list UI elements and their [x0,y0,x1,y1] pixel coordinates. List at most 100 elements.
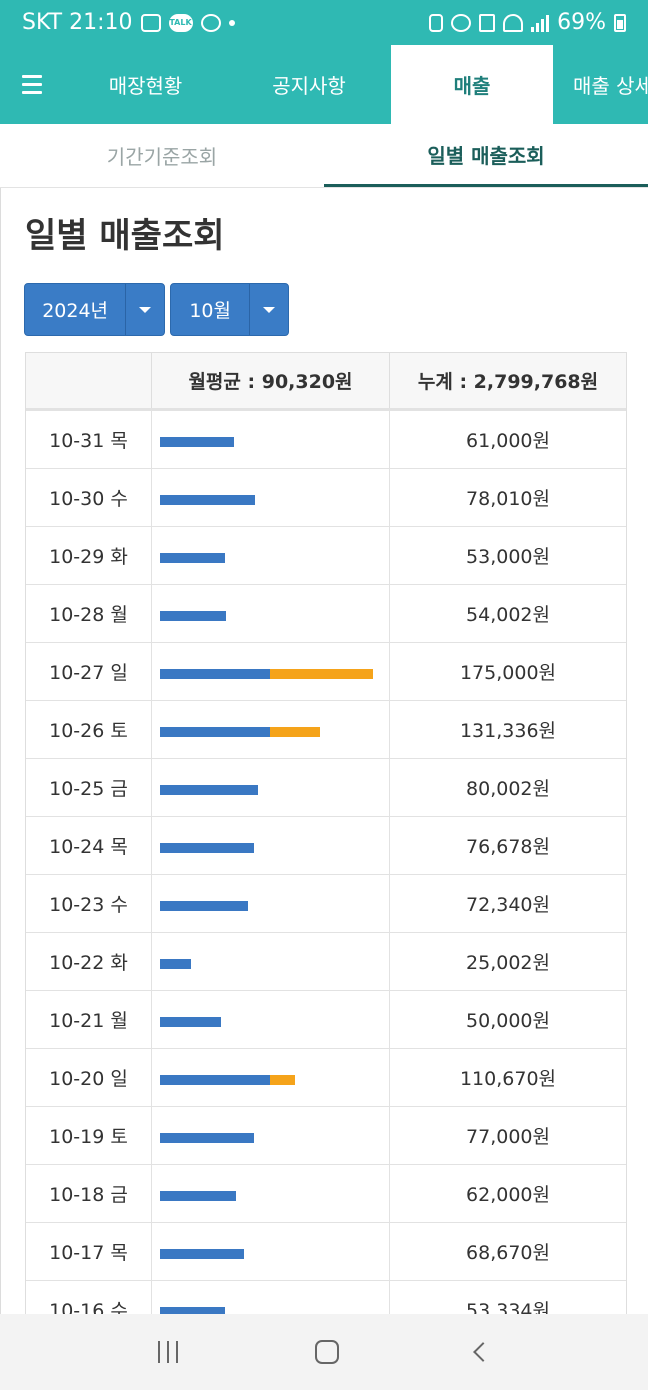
row-date: 10-16 수 [26,1281,152,1314]
header-total: 누계 : 2,799,768원 [417,371,599,393]
month-select-label: 10월 [171,284,251,335]
above-average-bar [270,1075,295,1085]
row-amount: 80,002원 [466,778,550,800]
battery-saver-icon [429,13,444,32]
chevron-down-icon [126,284,164,335]
row-date: 10-28 월 [26,585,152,642]
row-bar-cell [152,1165,390,1222]
status-bar: SKT 21:10 TALK 69% [0,0,648,45]
row-amount: 175,000원 [459,662,557,684]
carrier-time: SKT 21:10 [22,10,133,35]
row-amount: 110,670원 [459,1068,557,1090]
row-bar-cell [152,701,390,758]
row-date: 10-22 화 [26,933,152,990]
year-select-label: 2024년 [25,284,127,335]
wifi-icon [503,13,524,32]
table-row: 10-22 화 25,002원 [26,933,626,991]
sales-bar [160,1075,270,1085]
table-row: 10-24 목 76,678원 [26,817,626,875]
table-row: 10-25 금 80,002원 [26,759,626,817]
chat-bubble-icon [200,13,221,32]
table-row: 10-23 수 72,340원 [26,875,626,933]
table-row: 10-17 목 68,670원 [26,1223,626,1281]
row-amount: 61,000원 [466,430,550,452]
row-amount: 53,000원 [466,546,550,568]
header-date [26,353,152,408]
system-nav-bar [0,1314,648,1390]
sales-bar [160,1307,225,1314]
row-bar-cell [152,759,390,816]
tab-store-status[interactable]: 매장현황 [108,74,183,98]
row-date: 10-26 토 [26,701,152,758]
month-select[interactable]: 10월 [170,283,289,336]
sales-bar [160,611,226,621]
table-row: 10-28 월 54,002원 [26,585,626,643]
home-icon[interactable] [314,1340,339,1364]
row-date: 10-21 월 [26,991,152,1048]
table-row: 10-26 토 131,336원 [26,701,626,759]
row-bar-cell [152,1049,390,1106]
row-date: 10-18 금 [26,1165,152,1222]
tab-sales-detail[interactable]: 매출 상세 [573,74,648,98]
row-amount: 53,334원 [466,1300,550,1314]
sales-bar [160,437,234,447]
recent-apps-icon[interactable] [158,1341,179,1363]
back-icon[interactable] [472,1342,493,1362]
row-amount: 68,670원 [466,1242,550,1264]
row-bar-cell [152,527,390,584]
sales-bar [160,901,248,911]
table-row: 10-31 목 61,000원 [26,411,626,469]
battery-icon [614,13,626,32]
table-row: 10-16 수 53,334원 [26,1281,626,1314]
row-bar-cell [152,1223,390,1280]
above-average-bar [270,669,373,679]
row-amount: 77,000원 [466,1126,550,1148]
battery-percent: 69% [557,10,606,35]
alarm-icon [451,13,472,32]
kakaotalk-icon: TALK [168,13,193,32]
row-amount: 131,336원 [459,720,557,742]
sales-bar [160,1191,236,1201]
row-date: 10-24 목 [26,817,152,874]
row-bar-cell [152,1107,390,1164]
above-average-bar [270,727,320,737]
row-date: 10-27 일 [26,643,152,700]
row-date: 10-31 목 [26,411,152,468]
table-row: 10-18 금 62,000원 [26,1165,626,1223]
row-bar-cell [152,1281,390,1314]
table-body: 10-31 목 61,000원 10-30 수 78,010원 10-29 화 53,00… [26,411,626,1314]
row-bar-cell [152,817,390,874]
tab-sales[interactable]: 매출 [391,45,553,124]
table-row: 10-29 화 53,000원 [26,527,626,585]
row-date: 10-23 수 [26,875,152,932]
row-date: 10-30 수 [26,469,152,526]
gallery-icon [140,13,161,32]
sales-bar [160,843,254,853]
menu-icon[interactable] [0,45,64,124]
subtab-period-query[interactable]: 기간기준조회 [106,145,218,169]
sales-bar [160,959,191,969]
sales-bar [160,669,270,679]
row-amount: 50,000원 [466,1010,550,1032]
subtab-daily-query[interactable]: 일별 매출조회 [324,124,648,187]
sales-bar [160,1133,254,1143]
row-bar-cell [152,585,390,642]
table-header: 월평균 : 90,320원 누계 : 2,799,768원 [26,353,626,411]
page-title: 일별 매출조회 [25,216,225,256]
table-row: 10-27 일 175,000원 [26,643,626,701]
tab-notices[interactable]: 공지사항 [272,74,346,98]
table-row: 10-20 일 110,670원 [26,1049,626,1107]
table-row: 10-21 월 50,000원 [26,991,626,1049]
mute-icon [479,13,496,32]
signal-icon [531,14,550,32]
daily-sales-table: 월평균 : 90,320원 누계 : 2,799,768원 10-31 목 61,… [25,352,627,1314]
row-amount: 25,002원 [466,952,550,974]
sales-bar [160,785,258,795]
sales-bar [160,727,270,737]
table-row: 10-19 토 77,000원 [26,1107,626,1165]
year-select[interactable]: 2024년 [24,283,165,336]
main-content: 일별 매출조회 2024년 10월 월평균 : 90,320원 누계 : 2,7… [0,188,648,1314]
row-date: 10-25 금 [26,759,152,816]
row-amount: 78,010원 [466,488,550,510]
row-bar-cell [152,469,390,526]
